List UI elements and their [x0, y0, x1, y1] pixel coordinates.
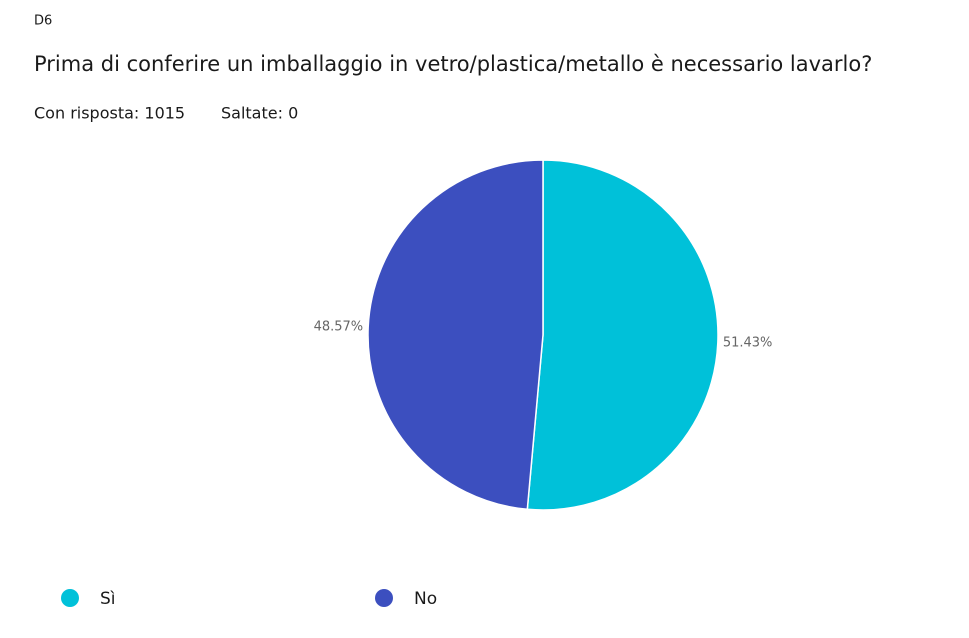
data-label: 51.43%: [723, 336, 773, 351]
question-id: D6: [34, 14, 52, 29]
pie-slice: [367, 159, 544, 511]
chart-title: Prima di conferire un imballaggio in vet…: [34, 52, 872, 76]
legend-label: No: [414, 589, 437, 609]
answered-count: Con risposta: 1015: [34, 104, 185, 123]
legend-marker: [61, 589, 79, 607]
pie-slice: [526, 159, 719, 511]
legend-label: Sì: [100, 589, 116, 609]
skipped-count: Saltate: 0: [221, 104, 298, 123]
legend-marker: [375, 589, 393, 607]
data-label: 48.57%: [314, 319, 364, 334]
